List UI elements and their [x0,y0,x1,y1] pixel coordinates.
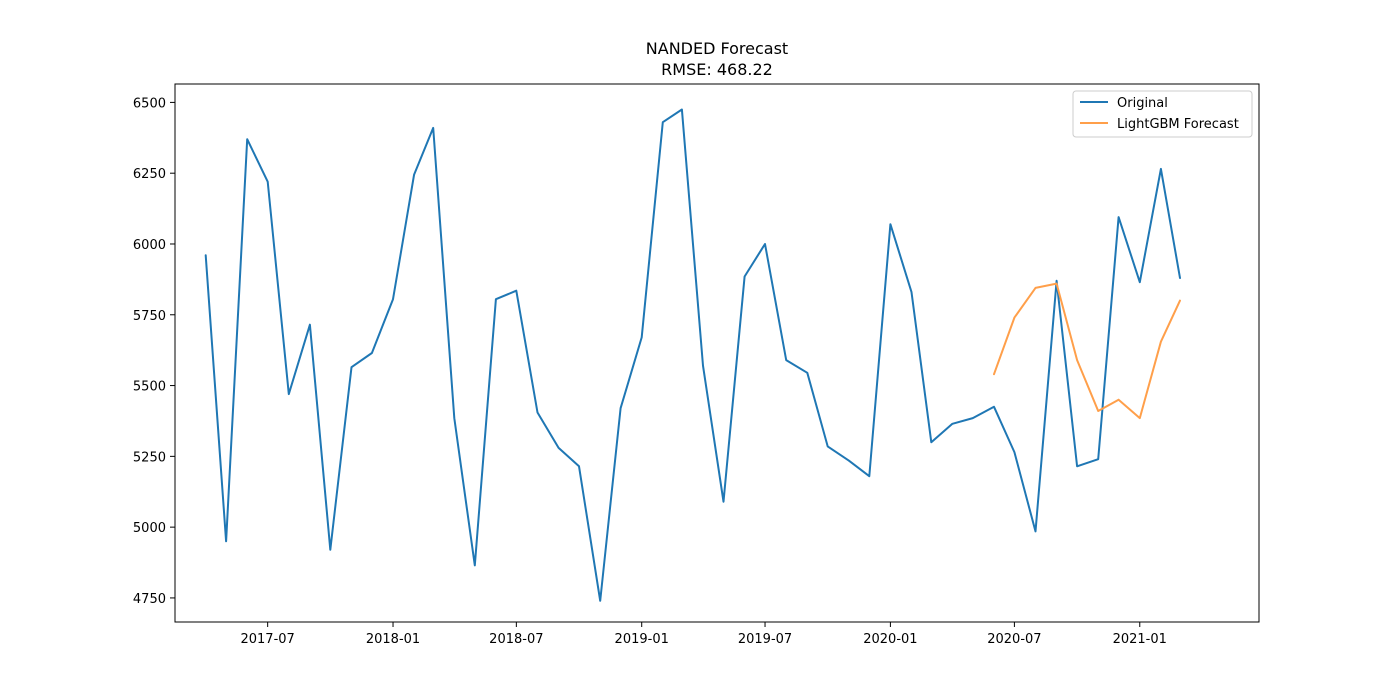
x-tick-label: 2018-07 [489,632,543,647]
chart-subtitle: RMSE: 468.22 [661,60,773,79]
x-tick-label: 2019-01 [615,632,669,647]
x-tick-label: 2019-07 [738,632,792,647]
y-axis: 4750 5000 5250 5500 5750 6000 6250 6500 [133,96,175,607]
series-line-original [204,108,1181,602]
x-tick-label: 2021-01 [1113,632,1167,647]
legend-box [1072,90,1253,138]
chart-title: NANDED Forecast [646,39,788,58]
y-tick-label: 5500 [133,380,166,395]
series-layer [204,108,1181,602]
y-tick-label: 5250 [133,450,166,465]
y-tick-label: 5000 [133,521,166,536]
plot-frame [174,83,1260,623]
x-tick-label: 2020-01 [863,632,917,647]
x-tick-label: 2017-07 [240,632,294,647]
x-axis: 2017-07 2018-01 2018-07 2019-01 2019-07 2020-… [240,622,1167,647]
y-tick-label: 6500 [133,96,166,111]
legend: Original LightGBM Forecast [1072,90,1253,138]
y-tick-label: 6250 [133,167,166,182]
y-tick-label: 4750 [133,592,166,607]
x-tick-label: 2020-07 [987,632,1041,647]
series-line-lightgbm-forecast [993,282,1181,420]
y-tick-label: 6000 [133,238,166,253]
legend-original-label: Original [1117,96,1168,111]
legend-forecast-label: LightGBM Forecast [1117,117,1239,132]
x-tick-label: 2018-01 [366,632,420,647]
y-tick-label: 5750 [133,309,166,324]
